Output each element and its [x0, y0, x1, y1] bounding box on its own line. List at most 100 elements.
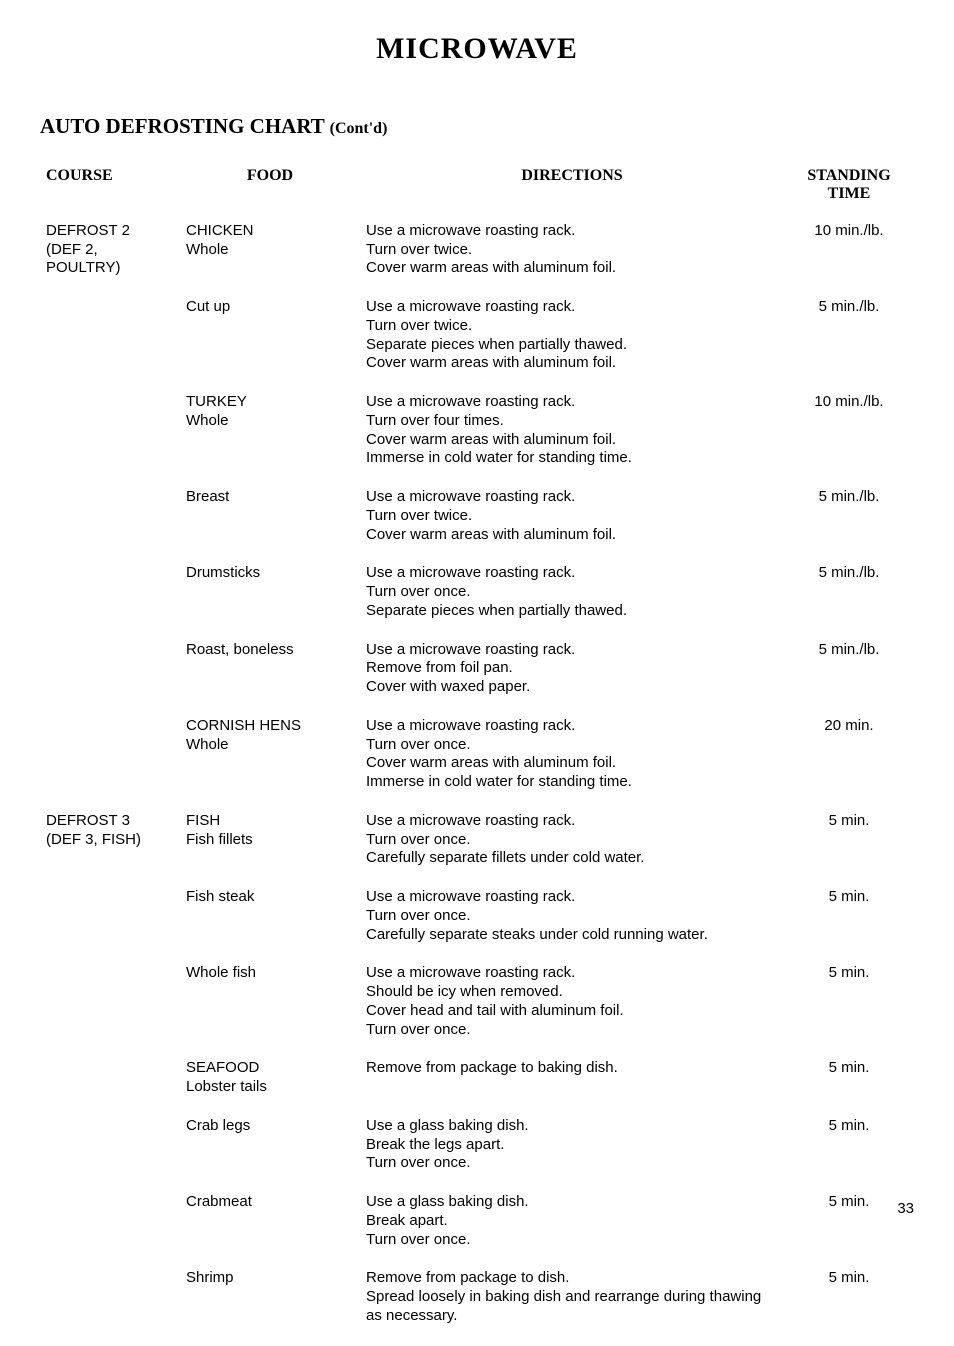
cell-food: TURKEYWhole: [180, 393, 360, 488]
cell-directions: Use a glass baking dish.Break apart.Turn…: [360, 1193, 784, 1269]
table-row: CORNISH HENSWhole Use a microwave roastin…: [40, 717, 914, 812]
cell-course: [40, 298, 180, 393]
cell-directions: Use a microwave roasting rack.Remove fro…: [360, 641, 784, 717]
cell-directions: Use a microwave roasting rack.Turn over …: [360, 488, 784, 564]
cell-standing-time: 5 min.: [784, 1117, 914, 1193]
direction-line: Remove from foil pan.: [366, 659, 778, 678]
direction-line: Cover warm areas with aluminum foil.: [366, 259, 778, 278]
direction-line: Should be icy when removed.: [366, 983, 778, 1002]
cell-directions: Use a microwave roasting rack.Should be …: [360, 964, 784, 1059]
table-row: CrabmeatUse a glass baking dish.Break ap…: [40, 1193, 914, 1269]
cell-course: [40, 488, 180, 564]
table-row: Breast Use a microwave roasting rack.Turn…: [40, 488, 914, 564]
section-title-main: AUTO DEFROSTING CHART: [40, 114, 324, 138]
direction-line: Break apart.: [366, 1212, 778, 1231]
cell-course: [40, 1269, 180, 1345]
direction-line: Cover warm areas with aluminum foil.: [366, 354, 778, 373]
col-header-directions: DIRECTIONS: [360, 159, 784, 222]
direction-line: Remove from package to dish.: [366, 1269, 778, 1288]
course-line: (DEF 2,: [46, 241, 98, 258]
direction-line: Cover warm areas with aluminum foil.: [366, 526, 778, 545]
cell-course: [40, 717, 180, 812]
col-header-course: COURSE: [40, 159, 180, 222]
cell-course: DEFROST 3(DEF 3, FISH): [40, 812, 180, 888]
cell-course: [40, 964, 180, 1059]
food-item: Fish steak: [186, 888, 354, 907]
section-title: AUTO DEFROSTING CHART (Cont'd): [40, 114, 914, 139]
cell-standing-time: 10 min./lb.: [784, 222, 914, 298]
cell-directions: Use a microwave roasting rack.Turn over …: [360, 812, 784, 888]
direction-line: Turn over twice.: [366, 317, 778, 336]
cell-food: Fish steak: [180, 888, 360, 964]
table-header: COURSE FOOD DIRECTIONS STANDING TIME: [40, 159, 914, 222]
direction-line: Use a microwave roasting rack.: [366, 488, 778, 507]
cell-directions: Use a microwave roasting rack.Turn over …: [360, 393, 784, 488]
direction-line: Turn over twice.: [366, 507, 778, 526]
cell-course: [40, 1059, 180, 1117]
direction-line: Remove from package to baking dish.: [366, 1059, 778, 1078]
table-row: Cut upUse a microwave roasting rack.Turn…: [40, 298, 914, 393]
direction-line: Carefully separate fillets under cold wa…: [366, 849, 778, 868]
direction-line: Use a glass baking dish.: [366, 1193, 778, 1212]
food-category: FISH: [186, 812, 354, 831]
food-item: Breast: [186, 488, 354, 507]
food-item: Crab legs: [186, 1117, 354, 1136]
food-item: Cut up: [186, 298, 354, 317]
section-title-contd: (Cont'd): [330, 120, 388, 137]
direction-line: Carefully separate steaks under cold run…: [366, 926, 778, 945]
cell-directions: Remove from package to baking dish.: [360, 1059, 784, 1117]
col-header-standing-l2: TIME: [828, 185, 871, 202]
food-category: TURKEY: [186, 393, 354, 412]
direction-line: Immerse in cold water for standing time.: [366, 773, 778, 792]
direction-line: Turn over once.: [366, 583, 778, 602]
cell-food: SEAFOODLobster tails: [180, 1059, 360, 1117]
cell-standing-time: 10 min./lb.: [784, 393, 914, 488]
cell-directions: Use a microwave roasting rack.Turn over …: [360, 564, 784, 640]
cell-directions: Remove from package to dish.Spread loose…: [360, 1269, 784, 1345]
direction-line: Use a microwave roasting rack.: [366, 641, 778, 660]
table-row: Fish steak Use a microwave roasting rack.…: [40, 888, 914, 964]
direction-line: Use a microwave roasting rack.: [366, 812, 778, 831]
page: MICROWAVE AUTO DEFROSTING CHART (Cont'd)…: [0, 0, 954, 1235]
direction-line: Use a glass baking dish.: [366, 1117, 778, 1136]
page-number: 33: [897, 1200, 914, 1217]
direction-line: Turn over four times.: [366, 412, 778, 431]
direction-line: Cover warm areas with aluminum foil.: [366, 754, 778, 773]
cell-food: Whole fish: [180, 964, 360, 1059]
cell-standing-time: 20 min.: [784, 717, 914, 812]
cell-course: [40, 888, 180, 964]
direction-line: Turn over once.: [366, 1231, 778, 1250]
direction-line: Immerse in cold water for standing time.: [366, 449, 778, 468]
cell-food: Drumsticks: [180, 564, 360, 640]
food-item: Drumsticks: [186, 564, 354, 583]
food-item: Whole: [186, 241, 354, 260]
food-item: Whole: [186, 736, 354, 755]
direction-line: Use a microwave roasting rack.: [366, 717, 778, 736]
table-row: Crab legs Use a glass baking dish.Break t…: [40, 1117, 914, 1193]
direction-line: Cover head and tail with aluminum foil.: [366, 1002, 778, 1021]
direction-line: Use a microwave roasting rack.: [366, 888, 778, 907]
table-row: ShrimpRemove from package to dish.Spread…: [40, 1269, 914, 1345]
direction-line: Turn over once.: [366, 736, 778, 755]
cell-directions: Use a glass baking dish.Break the legs a…: [360, 1117, 784, 1193]
cell-course: [40, 641, 180, 717]
cell-food: Shrimp: [180, 1269, 360, 1345]
cell-course: [40, 564, 180, 640]
col-header-standing: STANDING TIME: [784, 159, 914, 222]
cell-course: DEFROST 2(DEF 2,POULTRY): [40, 222, 180, 298]
defrost-table: COURSE FOOD DIRECTIONS STANDING TIME DEF…: [40, 159, 914, 1346]
table-body: DEFROST 2(DEF 2,POULTRY)CHICKENWholeUse …: [40, 222, 914, 1346]
cell-standing-time: 5 min.: [784, 888, 914, 964]
direction-line: Turn over once.: [366, 1021, 778, 1040]
col-header-food: FOOD: [180, 159, 360, 222]
table-row: SEAFOODLobster tails Remove from package …: [40, 1059, 914, 1117]
course-line: DEFROST 3: [46, 812, 130, 829]
cell-directions: Use a microwave roasting rack.Turn over …: [360, 222, 784, 298]
course-line: POULTRY): [46, 259, 120, 276]
direction-line: Turn over twice.: [366, 241, 778, 260]
food-item: Roast, boneless: [186, 641, 354, 660]
direction-line: Cover with waxed paper.: [366, 678, 778, 697]
cell-standing-time: 5 min./lb.: [784, 298, 914, 393]
food-category: CORNISH HENS: [186, 717, 354, 736]
direction-line: Use a microwave roasting rack.: [366, 393, 778, 412]
